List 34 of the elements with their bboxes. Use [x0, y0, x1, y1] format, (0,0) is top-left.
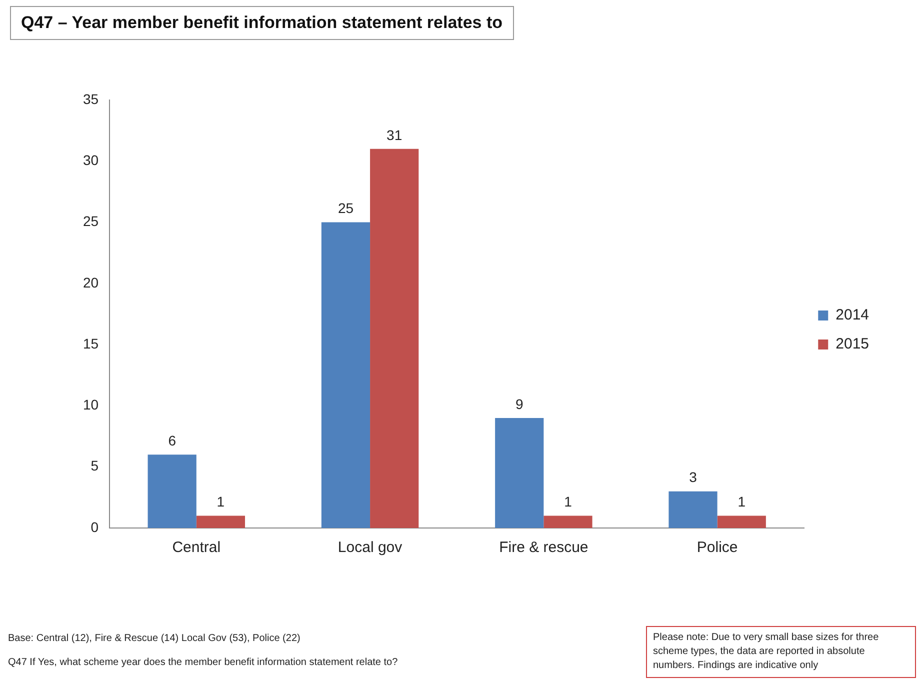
x-tick-label: Local gov: [338, 539, 403, 556]
x-tick-label: Police: [696, 539, 738, 556]
y-tick-label: 35: [82, 90, 99, 107]
data-label: 6: [168, 432, 176, 448]
y-tick-label: 15: [82, 335, 99, 352]
y-tick-label: 25: [82, 213, 99, 230]
data-label: 9: [515, 396, 524, 412]
bar: [495, 418, 544, 528]
chart-title: Q47 – Year member benefit information statement relates to: [10, 6, 514, 40]
bar: [370, 148, 419, 528]
x-tick-label: Fire & rescue: [499, 539, 588, 556]
legend-label: 2014: [836, 306, 870, 324]
data-label: 3: [689, 469, 698, 486]
text: Please note: Due to very small base sizes for three scheme types, the data are reported in absolute numbers. Findings are indicative only: [646, 626, 916, 678]
y-tick-label: 20: [82, 274, 99, 290]
bar: [544, 516, 592, 528]
bar: [717, 516, 766, 528]
bar: [668, 491, 718, 528]
y-tick-label: 5: [90, 458, 99, 474]
legend-label: 2015: [836, 336, 870, 353]
data-label: 1: [216, 494, 225, 510]
bar: [148, 454, 196, 528]
y-tick-label: 30: [82, 152, 99, 168]
bar: [321, 222, 370, 528]
data-label: 1: [564, 494, 572, 510]
y-tick-label: 0: [90, 518, 99, 535]
data-label: 25: [338, 200, 354, 216]
text: Q47 If Yes, what scheme year does the member benefit information statement relate to?: [8, 657, 398, 668]
data-label: 1: [738, 494, 746, 510]
bar: [196, 516, 246, 528]
text: Base: Central (12), Fire & Rescue (14) Local Gov (53), Police (22): [8, 633, 300, 644]
data-label: 31: [386, 126, 402, 143]
y-tick-label: 10: [82, 396, 99, 413]
x-tick-label: Central: [172, 539, 221, 556]
